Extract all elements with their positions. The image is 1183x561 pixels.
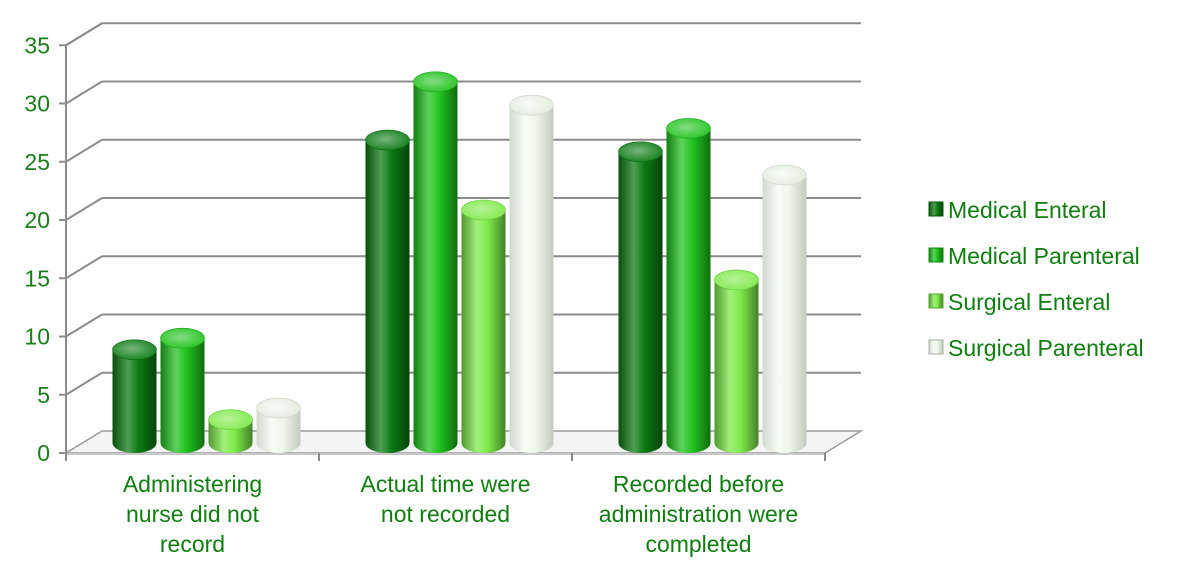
bar (208, 409, 253, 453)
bar-top (666, 118, 711, 139)
legend-label: Surgical Enteral (948, 289, 1110, 315)
bar-body (509, 105, 554, 454)
legend-label: Medical Enteral (948, 197, 1107, 223)
bar-top (208, 409, 253, 431)
bar (413, 71, 458, 453)
gridline-side (65, 371, 103, 396)
bar-body (666, 128, 711, 453)
bars-layer (112, 71, 807, 454)
bar (365, 129, 410, 453)
y-tick-label: 30 (24, 91, 50, 117)
legend-label: Surgical Parenteral (948, 335, 1144, 361)
bar-top (256, 397, 301, 419)
bar (666, 118, 711, 453)
gridline-side (65, 80, 103, 105)
gridline-side (65, 313, 103, 338)
bar-top (762, 164, 807, 186)
bar-body (256, 408, 301, 453)
bar-top (618, 141, 663, 163)
legend-label: Medical Parenteral (948, 243, 1140, 269)
gridline-side (65, 255, 103, 280)
bar-top (461, 199, 506, 221)
bar-top (413, 71, 458, 93)
bar (160, 327, 205, 453)
legend-swatch (928, 339, 944, 355)
x-category-label: Actual time were not recorded (360, 471, 530, 527)
axis-layer: 0 5 10 15 20 25 30 35 Administering nurse did not… (24, 22, 826, 557)
legend-swatch (928, 293, 944, 309)
bar (618, 141, 663, 453)
bar (256, 397, 301, 453)
bar-top (714, 269, 759, 291)
legend-swatch (928, 247, 944, 263)
bar (762, 164, 807, 454)
bar-top (160, 327, 205, 349)
x-category-label: Recorded before administration were comple… (599, 471, 798, 557)
floor-edge (66, 453, 825, 455)
bar (461, 199, 506, 453)
y-tick-label: 20 (24, 207, 50, 233)
gridline-side (65, 197, 103, 221)
y-axis-top (65, 22, 103, 47)
y-tick-label: 25 (24, 149, 50, 175)
bar (714, 269, 759, 453)
bar-body (112, 349, 157, 453)
y-tick-label: 5 (37, 382, 50, 408)
x-category-label: Administering nurse did not record (123, 471, 262, 557)
bar-body (618, 151, 663, 453)
bar-body (714, 279, 759, 453)
bar-top (112, 339, 157, 361)
y-tick-label: 10 (24, 324, 50, 350)
y-tick-label: 15 (24, 265, 50, 291)
bar-body (413, 81, 458, 453)
y-tick-label: 0 (37, 440, 50, 466)
y-tick-label: 35 (24, 32, 50, 58)
bar-body (461, 210, 506, 453)
legend-layer: Medical Enteral Medical Parenteral Surgica… (928, 197, 1144, 361)
bar (112, 339, 157, 453)
bar-body (160, 338, 205, 453)
gridline-side (65, 138, 103, 163)
legend-swatch (928, 201, 944, 217)
bar-top (365, 129, 410, 151)
bar-body (365, 140, 410, 453)
bar-top (509, 94, 554, 116)
bar (509, 94, 554, 454)
bar-body (762, 175, 807, 454)
